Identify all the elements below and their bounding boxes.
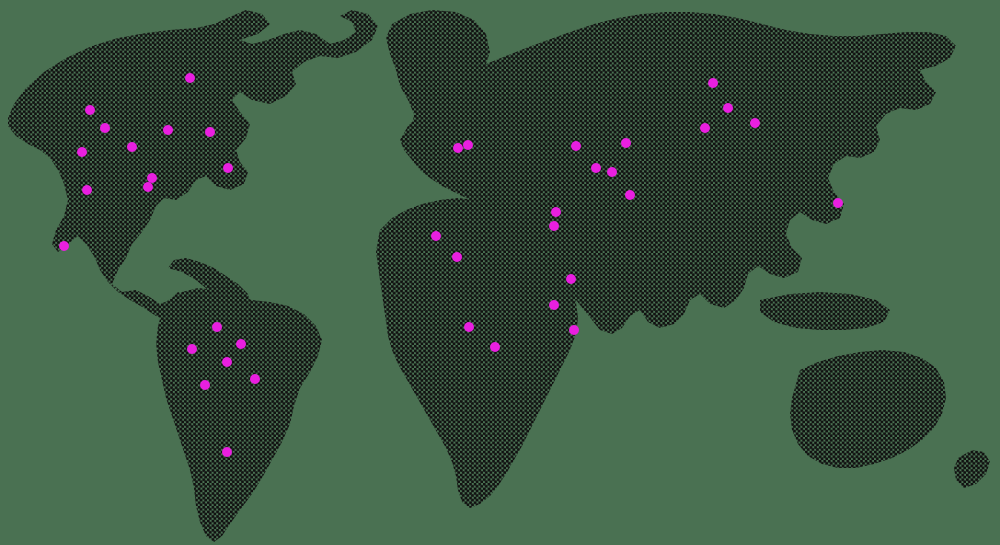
marker-russia-north[interactable] bbox=[708, 78, 718, 88]
marker-usa-midwest[interactable] bbox=[82, 185, 92, 195]
marker-russia-siberia-mid[interactable] bbox=[607, 167, 617, 177]
marker-canada-nunavut[interactable] bbox=[185, 73, 195, 83]
marker-east-africa-kenya[interactable] bbox=[549, 300, 559, 310]
marker-canada-prairies[interactable] bbox=[127, 142, 137, 152]
marker-russia-central[interactable] bbox=[621, 138, 631, 148]
marker-siberia-east[interactable] bbox=[723, 103, 733, 113]
marker-south-america-colombia[interactable] bbox=[187, 344, 197, 354]
marker-usa-southwest[interactable] bbox=[59, 241, 69, 251]
marker-europe-west[interactable] bbox=[453, 143, 463, 153]
marker-mongolia-east[interactable] bbox=[750, 118, 760, 128]
marker-north-africa-west[interactable] bbox=[431, 231, 441, 241]
marker-usa-northwest[interactable] bbox=[77, 147, 87, 157]
marker-west-africa-guinea[interactable] bbox=[464, 322, 474, 332]
marker-canada-hudson-west[interactable] bbox=[163, 125, 173, 135]
marker-east-asia-japan[interactable] bbox=[833, 198, 843, 208]
marker-canada-northwest[interactable] bbox=[100, 123, 110, 133]
marker-south-america-south[interactable] bbox=[222, 447, 232, 457]
marker-middle-east-north[interactable] bbox=[551, 207, 561, 217]
marker-south-america-brazil-n[interactable] bbox=[236, 339, 246, 349]
marker-north-africa-sahara[interactable] bbox=[452, 252, 462, 262]
marker-east-africa-tanzania[interactable] bbox=[569, 325, 579, 335]
marker-middle-east-south[interactable] bbox=[549, 221, 559, 231]
marker-north-canada-west[interactable] bbox=[85, 105, 95, 115]
marker-canada-ontario[interactable] bbox=[147, 173, 157, 183]
marker-east-africa-horn[interactable] bbox=[566, 274, 576, 284]
marker-europe-central[interactable] bbox=[463, 140, 473, 150]
marker-canada-hudson-east[interactable] bbox=[205, 127, 215, 137]
marker-south-america-amazon[interactable] bbox=[222, 357, 232, 367]
marker-russia-west[interactable] bbox=[571, 141, 581, 151]
marker-usa-southeast[interactable] bbox=[143, 182, 153, 192]
marker-canada-quebec[interactable] bbox=[223, 163, 233, 173]
marker-mongolia-west[interactable] bbox=[700, 123, 710, 133]
marker-central-africa[interactable] bbox=[490, 342, 500, 352]
marker-south-america-peru[interactable] bbox=[200, 380, 210, 390]
marker-central-asia[interactable] bbox=[625, 190, 635, 200]
marker-south-america-north[interactable] bbox=[212, 322, 222, 332]
marker-south-america-brazil-e[interactable] bbox=[250, 374, 260, 384]
marker-russia-siberia-west[interactable] bbox=[591, 163, 601, 173]
